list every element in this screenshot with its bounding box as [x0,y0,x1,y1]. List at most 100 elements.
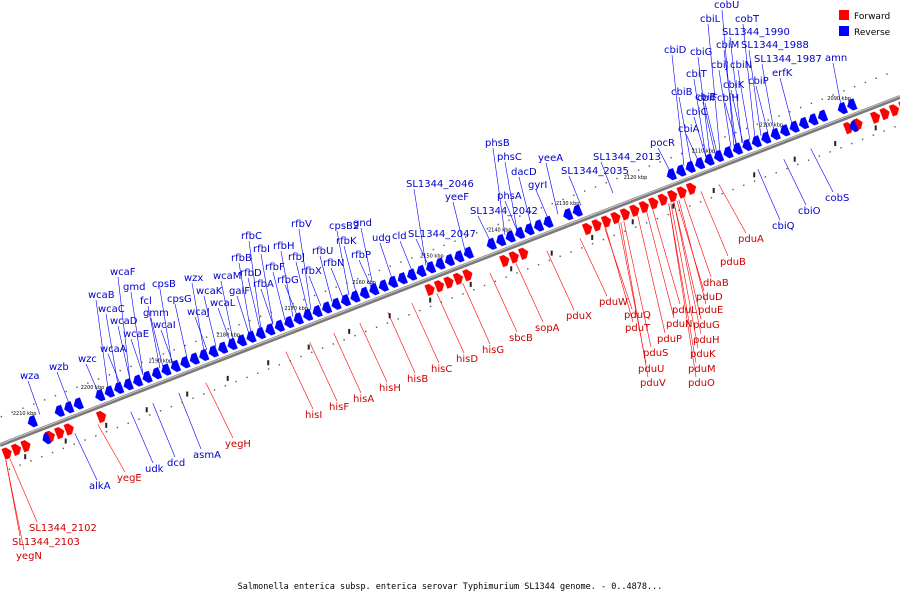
guide-dot [454,240,456,242]
leader-line [280,250,294,317]
reverse-gene-arrow-shape [505,230,516,243]
genome-backbone [0,95,900,447]
guide-dot [367,273,370,276]
gene-label-reverse: SL1344_2042 [470,206,538,217]
forward-gene-arrow [657,193,668,206]
leader-line [477,215,491,241]
reverse-gene-arrow [505,230,516,243]
gene-label-reverse: cbiB [671,87,693,98]
guide-dot [635,226,637,228]
guide-dot [451,297,453,299]
leader-line [671,54,685,166]
leader-line [579,237,608,297]
gene-label-reverse: cobT [735,14,760,25]
gene-label-reverse: rfbN [323,258,344,269]
reverse-gene-arrow [685,160,696,173]
leader-line [260,288,274,325]
gene-label-forward: yegH [225,439,251,450]
forward-gene-arrow-shape [600,215,612,228]
legend: Forward Reverse [839,10,891,38]
tick-dash [469,281,472,287]
gene-label-reverse: cpsG [167,294,192,305]
reverse-gene-arrow-shape [799,116,810,130]
reverse-gene-arrow [817,109,829,122]
gene-label-forward: SL1344_2102 [29,523,97,534]
reverse-gene-arrow-shape [340,293,352,307]
forward-gene-arrow-shape [95,410,107,424]
guide-dot [411,257,413,259]
scale-tick-label: 2090 kbp [827,96,851,102]
reverse-gene-arrow-shape [64,401,75,414]
guide-dot [797,163,799,166]
leader-line [721,9,735,147]
guide-dot [462,293,464,295]
guide-dot [756,123,759,125]
reverse-gene-arrow-shape [312,304,323,318]
reverse-gene-arrow-shape [407,268,418,281]
guide-dot [238,324,240,326]
guide-dot [227,328,229,330]
reverse-gene-arrow [246,330,257,343]
guide-dot [872,134,875,136]
leader-line [238,262,252,334]
gene-label-reverse: gmd [123,282,145,293]
reverse-gene-arrow [704,153,715,166]
guide-dot [259,315,262,318]
gene-label-forward: pduS [643,348,668,359]
guide-dot [278,364,281,366]
legend-forward-label: Forward [854,12,890,22]
leader-line [220,280,234,340]
gene-label-reverse: cbiC [686,107,708,118]
leader-line [810,148,834,193]
gene-label-reverse: SL1344_1990 [722,27,790,38]
guide-dot [289,359,291,362]
reverse-gene-arrow [170,359,182,373]
reverse-gene-arrow-shape [486,237,497,250]
forward-gene-arrow [452,272,464,286]
reverse-gene-arrow [284,315,295,329]
gene-label-reverse: SL1344_2047 [408,229,476,240]
reverse-gene-arrow [847,98,858,111]
guide-dot [365,330,367,333]
gene-label-forward: pduM [688,364,716,375]
forward-gene-arrow [499,254,510,268]
reverse-gene-arrow [524,223,535,236]
leader-line [761,63,775,131]
gene-label-reverse: galF [229,286,250,297]
reverse-gene-arrow [133,374,144,387]
gene-label-reverse: alkA [89,481,111,492]
forward-gene-arrow-shape [1,447,12,460]
leader-line [284,284,298,316]
gene-label-forward: pduB [720,257,746,268]
reverse-gene-arrow-shape [161,363,172,376]
reverse-gene-arrow-shape [303,308,314,321]
guide-dot [324,290,327,292]
reverse-gene-arrow [369,283,380,296]
guide-dot [735,131,737,134]
reverse-gene-arrow-shape [695,157,706,170]
leader-line [203,295,217,347]
forward-gene-arrow-shape [591,219,602,232]
guide-dot [429,305,432,308]
guide-dot [789,111,791,113]
forward-gene-arrow-shape [518,247,529,260]
forward-gene-arrow [879,107,890,121]
leader-lines [5,9,842,551]
guide-dot [386,322,389,324]
gene-label-reverse: cpsB [152,279,176,290]
leader-line [105,313,119,385]
gene-label-reverse: udk [145,464,164,475]
reverse-gene-arrow [563,208,574,221]
reverse-gene-arrow [388,275,399,288]
guide-dot [778,115,780,117]
scale-tick-label: 2140 kbp [488,227,512,233]
leader-line [546,250,575,311]
guide-dot [162,353,165,355]
forward-gene-arrow [600,215,612,228]
guide-dot [767,119,769,121]
gene-label-reverse: wzb [49,362,69,373]
gene-label-reverse: cbiD [664,45,687,56]
guide-dot [670,156,672,159]
reverse-gene-arrow-shape [849,120,859,133]
leader-line [387,312,416,374]
